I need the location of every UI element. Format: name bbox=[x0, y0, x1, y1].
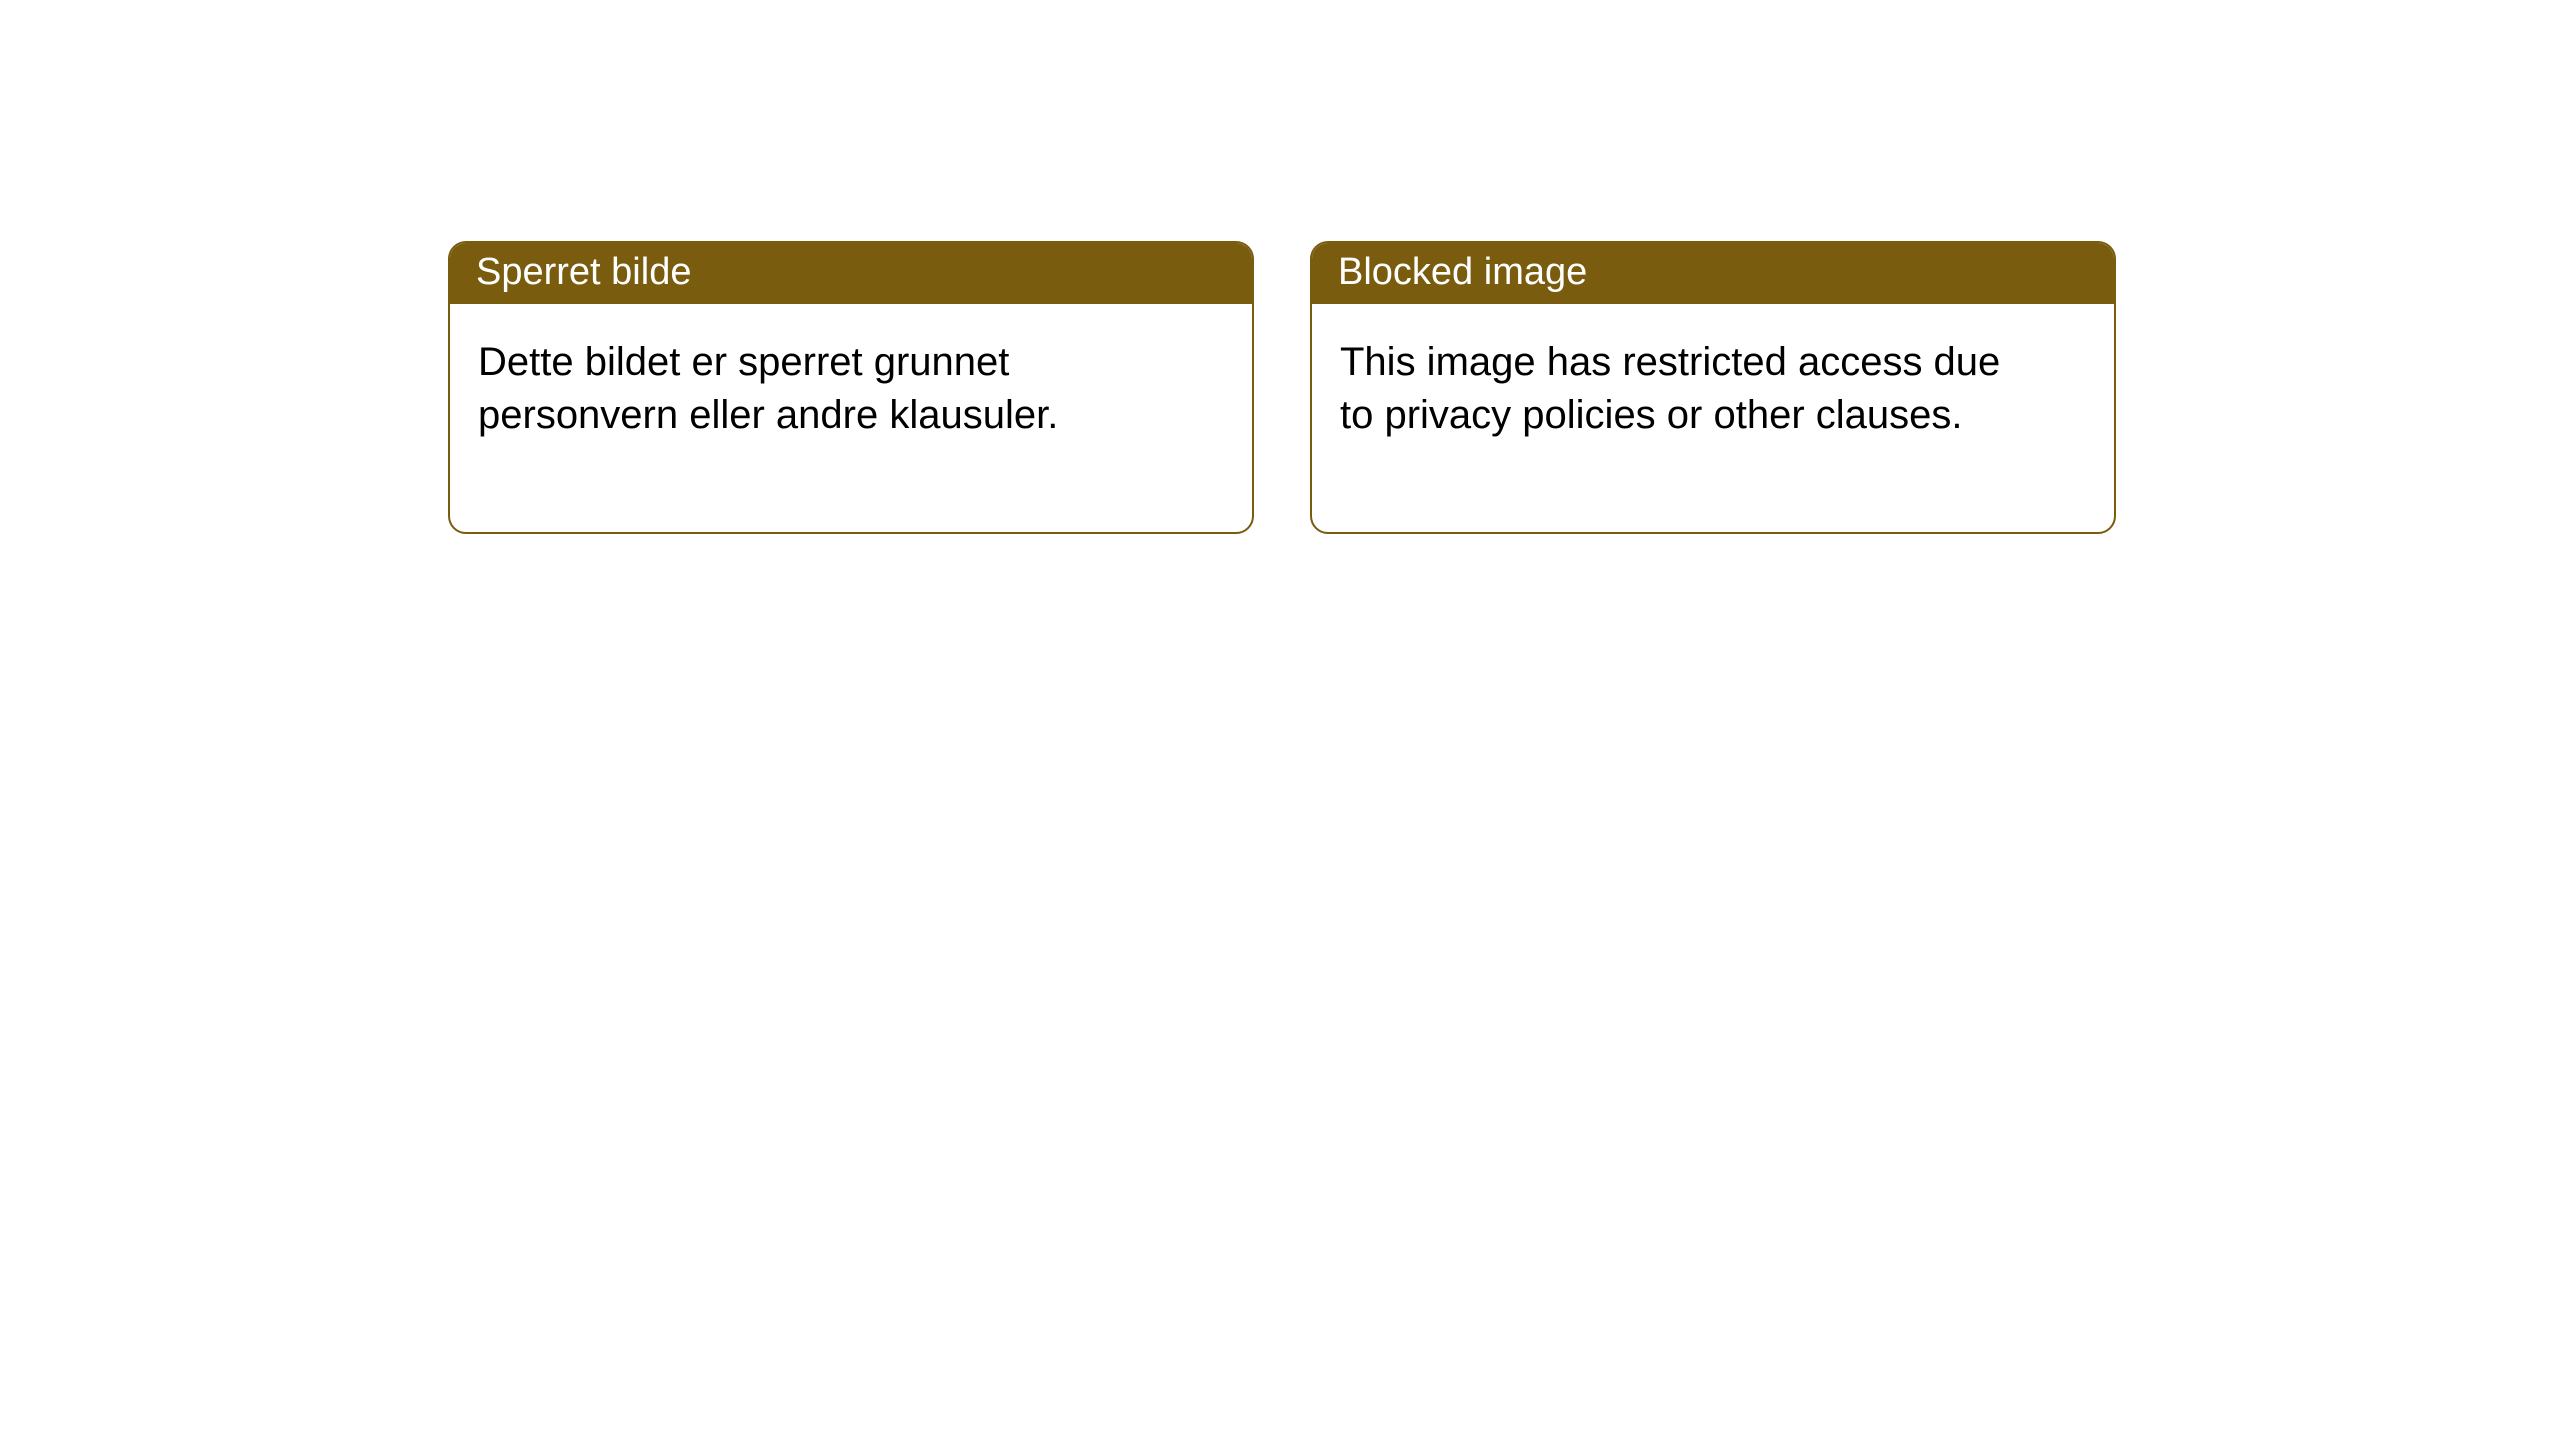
notice-card-body: Dette bildet er sperret grunnet personve… bbox=[450, 304, 1170, 532]
notice-card-title: Blocked image bbox=[1312, 243, 2114, 304]
notice-card-english: Blocked image This image has restricted … bbox=[1310, 241, 2116, 534]
notice-card-norwegian: Sperret bilde Dette bildet er sperret gr… bbox=[448, 241, 1254, 534]
notice-cards-row: Sperret bilde Dette bildet er sperret gr… bbox=[0, 0, 2560, 534]
notice-card-body: This image has restricted access due to … bbox=[1312, 304, 2032, 532]
notice-card-title: Sperret bilde bbox=[450, 243, 1252, 304]
